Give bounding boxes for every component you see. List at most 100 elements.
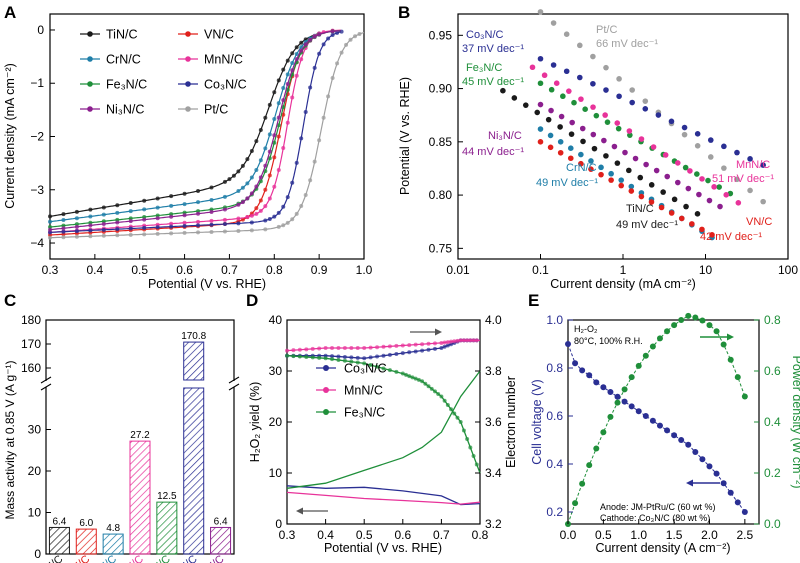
panel-a-point-MnN — [272, 184, 277, 189]
panel-c-bar-Ni3N — [210, 526, 232, 555]
panel-d-point-MnN — [471, 338, 476, 343]
panel-a-point-TiN — [155, 196, 160, 201]
panel-b-point-Pt — [576, 42, 583, 49]
panel-a-ylabel: Current density (mA cm⁻²) — [3, 63, 17, 209]
panel-a-point-Co3N — [169, 224, 174, 229]
panel-b-xtick-label: 100 — [778, 263, 798, 277]
panel-b-point-TiN — [522, 102, 529, 108]
panel-b-tafel: 0.01 0.1 1 10 100 0.75 0.80 0.85 0.90 0.95 Pt/C 6… — [398, 9, 798, 291]
panel-d-point-MnN — [449, 339, 454, 344]
panel-d-ylabel-left: H₂O₂ yield (%) — [248, 382, 262, 463]
panel-a-point-VN — [267, 173, 272, 178]
panel-d-point-Fe3N — [323, 356, 328, 361]
panel-c-value-TiN: 6.4 — [52, 516, 66, 527]
panel-a-point-CrN — [61, 217, 66, 222]
panel-e-xtick-label: 0.0 — [560, 528, 577, 542]
panel-a-point-Co3N — [321, 42, 326, 47]
panel-b-point-TiN — [545, 116, 552, 123]
panel-d-point-Fe3N — [426, 384, 431, 389]
panel-a-point-Pt — [209, 229, 214, 234]
panel-a-legend-marker-Fe3N — [87, 81, 93, 87]
panel-a-point-CrN — [267, 132, 272, 137]
panel-b-point-Ni3N — [632, 155, 639, 162]
panel-a-point-Ni3N — [142, 217, 147, 222]
panel-b-point-MnN — [614, 120, 621, 126]
panel-d-point-Co3N — [442, 344, 447, 349]
panel-a-point-TiN — [209, 185, 214, 190]
panel-b-point-TiN — [637, 174, 644, 181]
panel-d-point-MnN — [439, 340, 444, 345]
panel-e-xtick-label: 2.0 — [701, 528, 718, 542]
panel-b-point-MnN — [626, 128, 633, 134]
panel-a-point-TiN — [294, 45, 299, 50]
panel-b-point-Pt — [642, 98, 649, 104]
panel-a-point-Co3N — [272, 214, 277, 219]
panel-e-voltage-point — [649, 417, 656, 424]
panel-b-point-MnN — [529, 64, 536, 71]
panel-e-voltage-point — [727, 489, 734, 496]
panel-d-point-MnN — [407, 343, 412, 348]
panel-a-xtick-label: 1.0 — [356, 263, 373, 277]
panel-a-point-Co3N — [263, 218, 268, 223]
panel-a-point-Fe3N — [276, 123, 281, 128]
panel-a-point-Ni3N — [317, 32, 322, 37]
panel-d-ytick-left-label: 40 — [269, 313, 283, 327]
panel-d-point-Co3N — [342, 354, 347, 359]
panel-b-tafel-MnN: 51 mV dec⁻¹ — [712, 173, 774, 185]
panel-a-point-Ni3N — [115, 220, 120, 225]
panel-d-point-MnN — [445, 340, 450, 345]
panel-a-point-TiN — [182, 191, 187, 196]
panel-a-point-Ni3N — [299, 48, 304, 53]
panel-d-point-Fe3N — [471, 454, 476, 458]
panel-a-point-VN — [281, 112, 286, 117]
panel-a-legend-marker-Co3N — [185, 81, 191, 87]
panel-c-value-Fe3N: 12.5 — [157, 491, 177, 502]
panel-c-ytick-label: 170 — [21, 337, 41, 351]
panel-d-point-Co3N — [336, 354, 341, 359]
panel-a-xtick-label: 0.6 — [176, 263, 193, 277]
panel-c-ytick-label: 180 — [21, 313, 41, 327]
panel-a-point-Pt — [317, 138, 322, 143]
panel-a-point-Ni3N — [281, 98, 286, 103]
panel-a-point-Ni3N — [245, 196, 250, 201]
panel-a-point-CrN — [249, 175, 254, 180]
panel-label-a: A — [4, 3, 16, 22]
panel-a-point-Ni3N — [254, 184, 259, 189]
panel-e-voltage-point — [678, 437, 685, 443]
panel-d-point-Co3N — [381, 353, 386, 358]
panel-a-xlabel: Potential (V vs. RHE) — [148, 277, 266, 291]
panel-a-point-TiN — [254, 139, 259, 144]
panel-e-power-point — [734, 374, 741, 381]
panel-b-xlabel: Current density (mA cm⁻²) — [550, 277, 696, 291]
panel-e-power-point — [572, 500, 579, 507]
panel-d-point-Fe3N — [330, 357, 335, 362]
panel-a-point-Co3N — [326, 36, 331, 41]
panel-a-point-Pt — [348, 37, 353, 42]
panel-d-point-Fe3N — [291, 354, 296, 359]
panel-d-point-Fe3N — [387, 368, 392, 373]
panel-b-point-TiN — [500, 87, 506, 94]
panel-d-point-MnN — [291, 348, 296, 353]
panel-a-point-TiN — [222, 179, 227, 184]
panel-b-xtick-label: 0.1 — [532, 263, 549, 277]
panel-b-label-Ni3N: Ni₃N/C — [488, 130, 522, 142]
panel-d-ytick-right-label: 3.6 — [485, 415, 502, 429]
panel-a-point-Pt — [101, 233, 106, 238]
panel-a-point-CrN — [236, 188, 241, 193]
panel-d-xtick-label: 0.5 — [356, 528, 373, 542]
panel-c-value-MnN: 27.2 — [130, 430, 150, 441]
panel-e-power-point — [685, 312, 692, 319]
panel-a-point-TiN — [128, 200, 133, 205]
panel-a-point-Pt — [128, 232, 133, 237]
panel-e-voltage-point — [607, 389, 614, 395]
panel-b-point-Pt — [603, 64, 609, 71]
panel-a-point-CrN — [285, 72, 290, 77]
panel-d-h2o2-Fe3N — [286, 370, 481, 489]
panel-a-point-CrN — [74, 216, 79, 221]
panel-b-point-MnN — [578, 96, 584, 102]
panel-d-point-Fe3N — [342, 358, 347, 363]
panel-a-legend-marker-TiN — [87, 31, 93, 37]
panel-e-voltage-point — [741, 509, 748, 515]
panel-a-point-Pt — [88, 234, 93, 239]
panel-a-legend-label-Co3N: Co₃N/C — [204, 78, 247, 92]
